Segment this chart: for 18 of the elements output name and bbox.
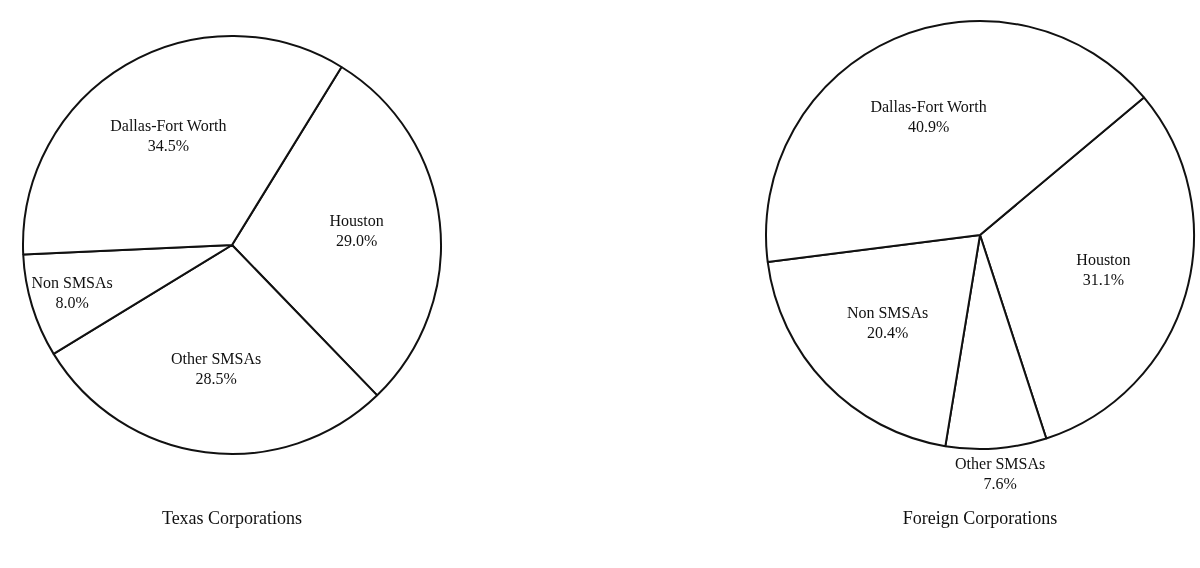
- slice-label: Dallas-Fort Worth: [110, 117, 227, 135]
- slice-label: Dallas-Fort Worth: [870, 97, 987, 115]
- data-label: 20.4%: [866, 324, 909, 342]
- slice-label: Other SMSAs: [170, 349, 262, 367]
- data-label: 8.0%: [55, 294, 89, 312]
- slice-label: Non SMSAs: [846, 304, 929, 322]
- data-label: 28.5%: [195, 369, 237, 387]
- slice-label: Houston: [1076, 250, 1131, 268]
- data-label: 7.6%: [983, 474, 1017, 492]
- data-label: 34.5%: [147, 137, 190, 155]
- data-label: 31.1%: [1082, 270, 1125, 288]
- data-label: 29.0%: [336, 231, 378, 249]
- slice-label: Other SMSAs: [955, 454, 1046, 472]
- text: Foreign Corporations: [901, 508, 1059, 529]
- slice-label: Houston: [329, 211, 384, 229]
- text: Texas Corporations: [160, 508, 304, 529]
- slice-label: Non SMSAs: [31, 274, 113, 292]
- data-label: 40.9%: [907, 117, 950, 135]
